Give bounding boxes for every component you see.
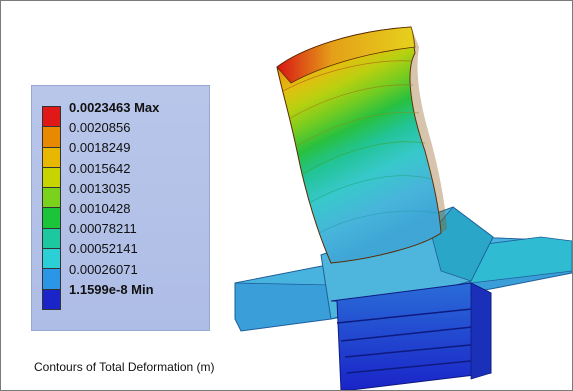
legend-swatch — [43, 127, 60, 148]
legend-label: 0.00026071 — [69, 261, 138, 277]
legend-labels: 0.0023463 Max 0.0020856 0.0018249 0.0015… — [69, 98, 159, 300]
legend-swatch — [43, 107, 60, 128]
root-tooth-2 — [340, 324, 492, 342]
legend-label: 0.0020856 — [69, 120, 131, 136]
legend-panel: 0.0023463 Max 0.0020856 0.0018249 0.0015… — [31, 85, 210, 331]
legend-swatch — [43, 249, 60, 270]
legend-swatch — [43, 147, 60, 168]
blade-contour-line-6 — [318, 210, 438, 234]
legend-label: 0.00078211 — [69, 221, 137, 237]
legend-swatch — [43, 269, 60, 290]
root-fir-tree — [330, 282, 492, 390]
root-tooth-1 — [336, 306, 492, 324]
legend-min-label: 1.1599e-8 Min — [69, 281, 154, 297]
legend-label: 0.0018249 — [69, 140, 131, 156]
root-side — [470, 282, 492, 380]
legend-swatch — [43, 167, 60, 189]
legend-color-bar — [42, 106, 61, 310]
contour-caption: Contours of Total Deformation (m) — [34, 360, 215, 374]
legend-label: 0.0015642 — [69, 160, 131, 176]
blade-contour-line-5 — [308, 175, 432, 204]
legend-swatch — [43, 208, 60, 229]
blade-contour-line-2 — [288, 84, 414, 120]
blade-tip-face — [276, 26, 416, 84]
legend-label: 0.0010428 — [69, 200, 131, 216]
legend-swatch — [43, 228, 60, 250]
legend-swatch — [43, 289, 60, 309]
blade-contour-line-1 — [282, 60, 412, 92]
root-tooth-3 — [344, 342, 492, 358]
blade-contour-line-4 — [300, 141, 426, 176]
root-tooth-4 — [346, 358, 492, 374]
blade-contour-line-3 — [294, 112, 420, 148]
legend-swatch — [43, 188, 60, 209]
blade-trailing-edge — [410, 27, 447, 233]
legend-label: 0.0013035 — [69, 180, 131, 196]
legend-max-label: 0.0023463 Max — [69, 100, 160, 115]
legend-label: 0.00052141 — [69, 241, 138, 257]
